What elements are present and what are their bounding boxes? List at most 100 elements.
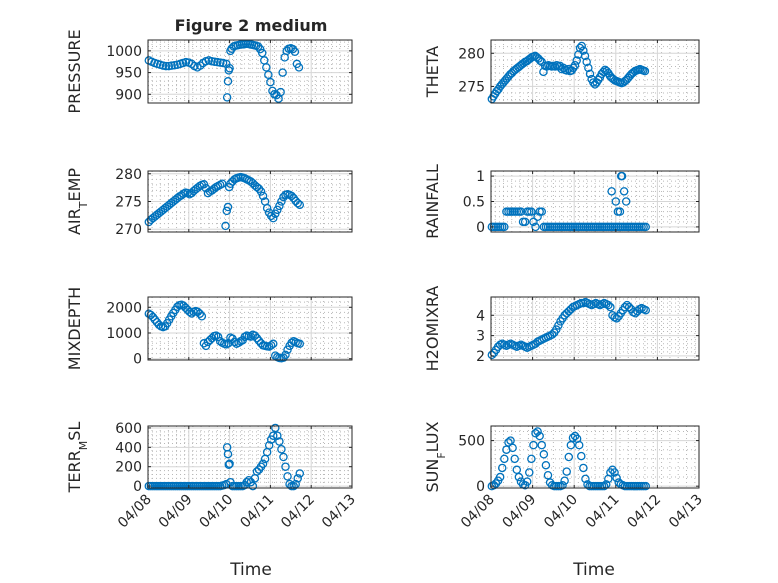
data-point [522,477,532,486]
data-point [520,217,530,227]
y-axis-label: MIXDEPTH [65,287,84,370]
data-point [242,477,251,487]
data-point [173,302,182,312]
data-point [500,222,509,232]
data-point [574,440,584,450]
data-point [289,481,298,491]
data-point [552,325,561,334]
figure-title: Figure 2 medium [175,16,328,35]
data-point [497,463,507,473]
data-point [223,449,233,459]
x-tick-label: 04/08 [458,492,498,532]
plot-area [148,40,352,103]
data-point [558,481,567,490]
data-point [612,314,621,323]
x-axis-label-right: Time [572,560,615,580]
data-point [489,481,499,490]
subplot-1: 900 950 1000 PRESSURE [65,29,353,114]
data-point [266,77,275,87]
data-point [554,321,563,330]
data-point [257,48,267,58]
data-point [167,61,176,70]
data-point [577,451,586,461]
y-tick-label: 0 [133,352,142,368]
data-point [224,460,234,469]
data-point [641,222,651,232]
data-point [148,312,158,322]
data-point [504,438,513,447]
data-point [246,332,256,341]
data-point [527,454,536,464]
data-point [568,433,578,443]
data-point [295,339,305,349]
data-point [599,67,608,77]
data-point [269,431,278,440]
data-point [607,187,616,196]
subplot-3: 270 275 280 AIRTEMP [65,167,353,238]
y-axis-label: H2OMIXRA [423,286,442,372]
data-point [529,440,538,450]
data-point [256,187,266,196]
data-point [535,431,544,441]
data-point [223,77,233,86]
data-point [264,441,274,450]
data-point [264,70,273,80]
data-point [161,61,171,71]
subplot-8: 0 500 04/08 04/09 04/10 04/11 04/12 04/13 SUNFLU… [423,421,706,531]
x-tick-label: 04/09 [500,492,540,532]
y-tick-label: 1000 [106,44,142,60]
data-point [164,61,174,71]
data-point [525,468,534,477]
data-point [541,460,551,470]
data-point [579,463,588,473]
y-axis-label: TERRMSL [65,422,90,494]
data-point [641,305,651,315]
data-point [516,207,526,216]
y-tick-label: 4 [476,308,485,324]
data-point [581,474,590,484]
data-point [248,481,258,491]
data-point [258,459,268,469]
data-point [271,423,280,433]
data-point [582,57,591,67]
y-axis-label: THETA [423,46,442,98]
y-tick-label: 400 [115,440,142,456]
data-point [537,440,547,450]
data-point [547,330,557,339]
data-point [572,56,581,65]
data-point [293,198,302,208]
data-point [276,87,285,97]
data-point [218,58,228,68]
data-point [269,339,278,349]
data-point [537,207,547,216]
data-point [252,333,262,343]
x-tick-label: 04/10 [197,492,237,532]
data-point [584,63,593,73]
data-point [604,300,613,310]
data-point [266,211,276,221]
y-axis-label: RAINFALL [423,164,442,239]
x-tick-label: 04/13 [666,492,706,532]
data-point [154,320,164,330]
data-point [610,468,619,477]
data-point [277,444,286,454]
data-point [579,46,588,55]
axes-frame [147,39,353,104]
data-point [158,61,168,70]
y-tick-label: 500 [458,434,485,450]
data-point [612,473,621,483]
data-point [281,462,290,471]
data-point [287,191,296,201]
y-tick-label: 3 [476,329,485,345]
y-tick-label: 2000 [106,300,142,316]
y-tick-label: 270 [115,222,142,238]
data-point [290,47,300,56]
data-point [225,63,234,73]
data-point [295,200,305,210]
data-point [266,341,276,350]
data-point [253,42,263,51]
data-point [487,350,497,360]
y-tick-label: 600 [115,421,142,437]
y-tick-label: 1000 [106,326,142,342]
